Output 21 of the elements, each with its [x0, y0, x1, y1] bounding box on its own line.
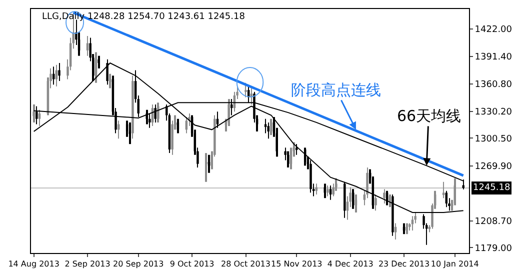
candlestick — [205, 153, 208, 182]
annotation: 阶段高点连线 — [291, 81, 381, 99]
x-tick-label: 28 Oct 2013 — [221, 260, 270, 269]
x-tick-label: 15 Nov 2013 — [271, 260, 322, 269]
y-tick-label: 1300.50 — [474, 134, 512, 144]
ref-line-label: 1245.18 — [473, 183, 510, 193]
x-tick-label: 2 Sep 2013 — [64, 260, 110, 269]
y-tick-label: 1422.00 — [474, 24, 512, 35]
y-tick-label: 1269.90 — [474, 162, 512, 172]
y-tick-label: 1208.70 — [474, 217, 512, 228]
x-tick-label: 9 Oct 2013 — [170, 260, 214, 269]
y-tick-label: 1391.40 — [474, 52, 512, 63]
y-tick-label: 1360.80 — [474, 80, 512, 90]
x-tick-label: 14 Aug 2013 — [8, 260, 60, 269]
x-tick-label: 23 Dec 2013 — [378, 260, 430, 269]
x-tick-label: 10 Jan 2014 — [430, 260, 479, 269]
y-tick-label: 1179.00 — [474, 244, 512, 254]
y-tick-label: 1330.20 — [474, 108, 512, 118]
annotation: 66天均线 — [397, 107, 462, 125]
x-tick-label: 20 Sep 2013 — [113, 260, 164, 269]
x-tick-label: 4 Dec 2013 — [327, 260, 374, 269]
